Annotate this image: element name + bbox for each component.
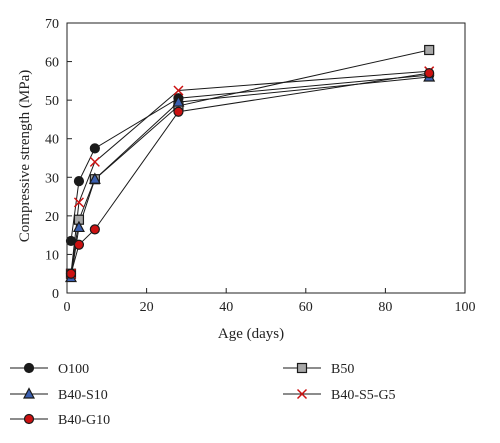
data-point <box>65 235 77 247</box>
legend-item: B40-S5-G5 <box>283 388 396 403</box>
legend-marker <box>296 362 308 374</box>
legend: O100 B50 B40-S10 B40-S5-G5 B40-G10 <box>10 362 396 428</box>
x-tick-label: 0 <box>64 300 71 315</box>
y-axis-title: Compressive strength (MPa) <box>17 70 33 242</box>
data-point <box>65 268 77 279</box>
data-point <box>424 44 435 56</box>
y-tick-label: 50 <box>45 94 59 109</box>
data-point <box>88 172 101 184</box>
data-point <box>173 106 184 117</box>
data-point <box>172 95 185 107</box>
legend-label: B50 <box>331 362 354 377</box>
legend-marker <box>23 413 35 425</box>
legend-item: B50 <box>283 362 354 377</box>
y-tick-label: 10 <box>45 248 59 263</box>
legend-marker <box>296 388 308 400</box>
legend-item: B40-G10 <box>10 413 110 428</box>
x-tick-label: 20 <box>140 300 154 315</box>
series-line <box>70 74 430 241</box>
legend-label: B40-G10 <box>58 413 110 428</box>
y-tick-label: 20 <box>45 210 59 225</box>
data-point <box>72 220 85 233</box>
data-point <box>89 156 100 167</box>
data-point <box>73 176 85 187</box>
series-line <box>70 49 430 274</box>
series-line <box>70 70 430 274</box>
y-tick-label: 0 <box>52 287 59 302</box>
y-tick-label: 60 <box>45 56 59 71</box>
y-tick-label: 30 <box>45 171 59 186</box>
y-tick-label: 70 <box>45 17 59 32</box>
legend-label: O100 <box>58 362 89 377</box>
data-point <box>173 85 184 96</box>
x-tick-label: 80 <box>378 300 392 315</box>
x-tick-label: 60 <box>299 300 313 315</box>
legend-item: O100 <box>10 362 89 377</box>
legend-marker <box>23 362 35 374</box>
series-line <box>70 76 430 278</box>
legend-item: B40-S10 <box>10 387 108 403</box>
data-point <box>89 143 100 154</box>
legend-label: B40-S10 <box>58 388 108 403</box>
series-line <box>70 72 430 274</box>
legend-marker <box>23 387 35 399</box>
y-tick-label: 40 <box>45 133 59 148</box>
data-point <box>73 197 84 208</box>
legend-label: B40-S5-G5 <box>331 388 396 403</box>
x-tick-label: 40 <box>219 300 233 315</box>
x-axis-title: Age (days) <box>218 326 284 342</box>
data-point <box>89 224 100 235</box>
x-tick-label: 100 <box>455 300 476 315</box>
data-point <box>424 68 435 79</box>
data-point <box>73 239 85 250</box>
plot-frame <box>66 22 466 294</box>
